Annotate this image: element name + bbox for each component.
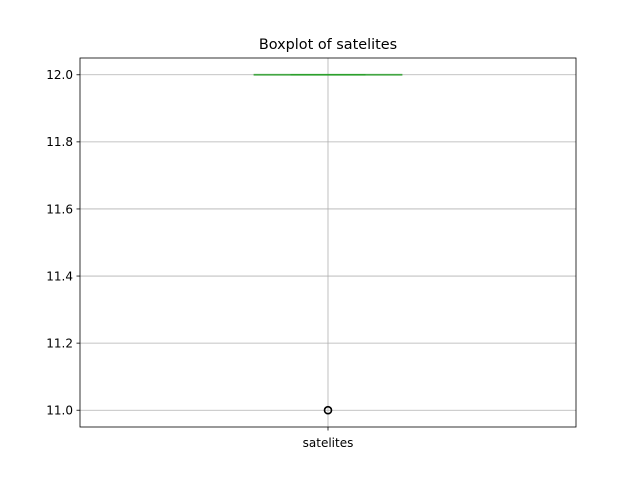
outlier-point — [323, 405, 333, 415]
x-tick-label: satelites — [303, 436, 354, 450]
chart-title: Boxplot of satelites — [259, 37, 397, 53]
y-tick-label: 11.6 — [46, 202, 73, 216]
box-layer — [253, 73, 403, 415]
y-tick-label: 11.4 — [46, 269, 73, 283]
ticks-layer: 11.0 11.2 11.4 11.6 11.8 12.0 satelites — [46, 68, 353, 450]
y-tick-label: 12.0 — [46, 68, 73, 82]
y-tick-label: 11.0 — [46, 404, 73, 418]
y-tick-label: 11.8 — [46, 135, 73, 149]
grid-layer — [80, 58, 576, 427]
y-tick-label: 11.2 — [46, 336, 73, 350]
